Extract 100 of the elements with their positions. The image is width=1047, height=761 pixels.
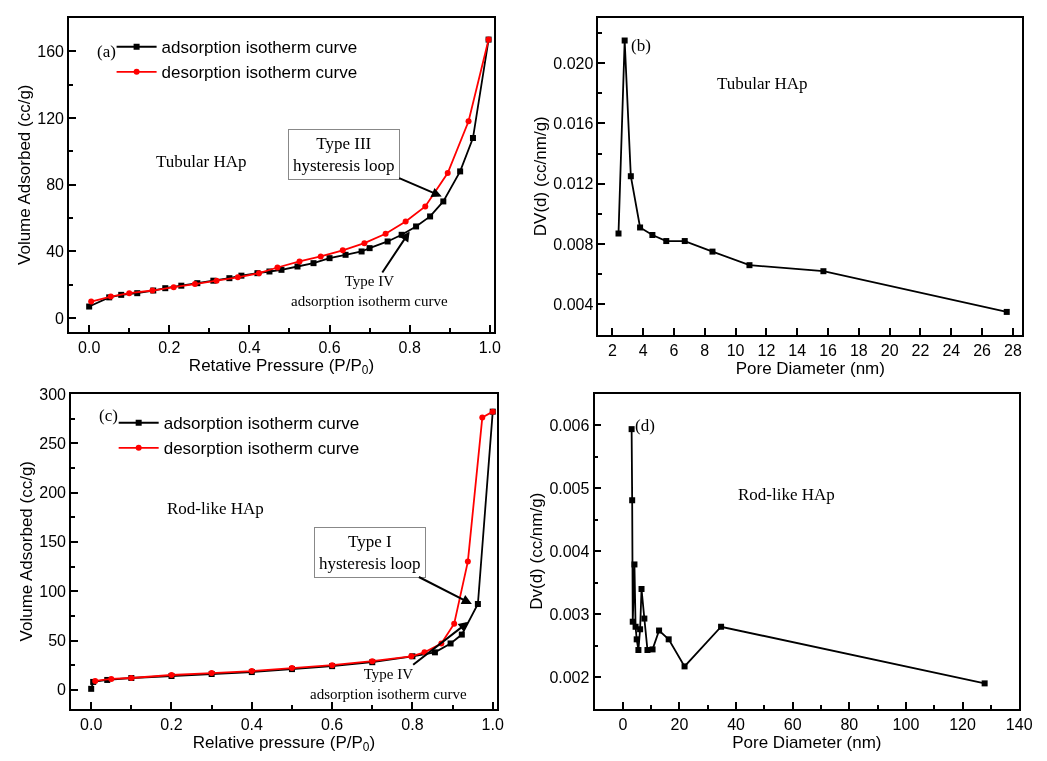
x-tick-label: 28 [1004,341,1022,359]
point [981,680,988,687]
x-tick-label: 26 [973,341,992,359]
x-tick-label: 0.8 [401,715,424,733]
y-axis-title: Volume Adsorbed (cc/g) [15,84,35,265]
point [108,675,115,682]
y-tick-label: 0.002 [549,668,590,686]
y-axis-title: DV(d) (cc/nm/g) [531,116,551,237]
x-tick-label: 1.0 [481,715,504,733]
y-tick-label: 150 [39,533,67,551]
y-axis-title: Dv(d) (cc/nm/g) [527,492,547,610]
point [635,647,642,654]
annotation: (a) [97,42,116,61]
y-tick-label: 0.005 [549,479,590,497]
y-tick-label: 0 [57,681,67,699]
x-tick-label: 0.0 [80,715,103,733]
annotation: Rod-like HAp [738,485,835,504]
x-axis-title: Pore Diameter (nm) [735,358,885,378]
point [656,627,663,634]
x-tick-label: 6 [669,341,679,359]
point [746,262,753,269]
point [474,601,481,607]
point [681,238,688,245]
point [649,232,656,239]
point [440,198,447,205]
point [296,258,303,265]
y-tick-label: 80 [46,176,65,194]
point [234,274,241,281]
point [709,248,716,255]
point [649,646,656,653]
y-tick-label: 50 [48,632,67,650]
y-tick-label: 0.003 [549,605,590,623]
annotation: Tubular HAp [717,74,808,93]
y-tick-label: 300 [39,385,67,403]
point [402,218,409,225]
point [86,303,93,310]
y-tick-label: 0.016 [553,115,594,133]
annotation: (d) [635,416,655,435]
point [681,663,688,670]
point [820,268,827,275]
x-tick-label: 0.4 [240,715,264,733]
y-tick-label: 0.004 [549,542,590,560]
annotation: Rod-like HAp [167,499,264,518]
point [88,298,95,305]
point [457,168,464,175]
point [628,426,635,433]
y-tick-label: 200 [39,484,67,502]
x-tick-label: 0.6 [318,338,341,356]
y-tick-label: 100 [39,582,67,600]
point [629,618,636,625]
y-tick-label: 0.020 [553,54,594,72]
point [342,251,349,258]
annotation: Type III hysteresis loop [293,134,395,176]
x-tick-label: 24 [942,341,961,359]
x-tick-label: 0.2 [158,338,181,356]
x-tick-label: 0.2 [160,715,183,733]
point [88,685,95,692]
y-tick-label: 0.012 [553,175,594,193]
point [469,135,476,142]
x-tick-label: 0.6 [320,715,344,733]
x-tick-label: 0.8 [398,338,421,356]
annotation: Type IV adsorption isotherm curve [291,273,448,309]
point [627,173,634,180]
point [615,230,622,237]
y-tick-label: 250 [39,434,67,452]
x-tick-label: 40 [727,715,746,733]
x-tick-label: 14 [788,341,807,359]
x-tick-label: 16 [819,341,838,359]
annotation: (b) [631,36,651,55]
point [339,247,346,254]
point [384,238,391,245]
point [621,37,628,44]
x-tick-label: 22 [911,341,930,359]
point [317,253,324,260]
point [1003,308,1010,315]
y-tick-label: 0.006 [549,416,590,434]
point [170,284,177,291]
point [422,203,429,210]
x-axis-title: Pore Diameter (nm) [732,732,882,752]
x-tick-label: 10 [726,341,745,359]
legend-label: adsorption isotherm curve [163,414,360,434]
x-tick-label: 2 [607,341,617,359]
point [479,414,486,421]
annotation: Type IV adsorption isotherm curve [310,666,467,702]
point [451,620,458,627]
point [431,649,438,656]
point [413,223,420,230]
point [637,626,644,633]
y-axis-title: Volume Adsorbed (cc/g) [17,460,37,642]
x-axis-title: Retative Pressure (P/P$_{0}$) [188,355,375,378]
y-tick-label: 0.008 [553,235,594,253]
x-tick-label: 80 [840,715,859,733]
point [458,631,465,638]
point [641,615,648,622]
x-tick-label: 12 [757,341,776,359]
point [358,248,365,255]
x-tick-label: 4 [638,341,648,359]
y-tick-label: 40 [46,243,65,261]
point [631,561,638,568]
annotation: Tubular HAp [156,152,247,171]
